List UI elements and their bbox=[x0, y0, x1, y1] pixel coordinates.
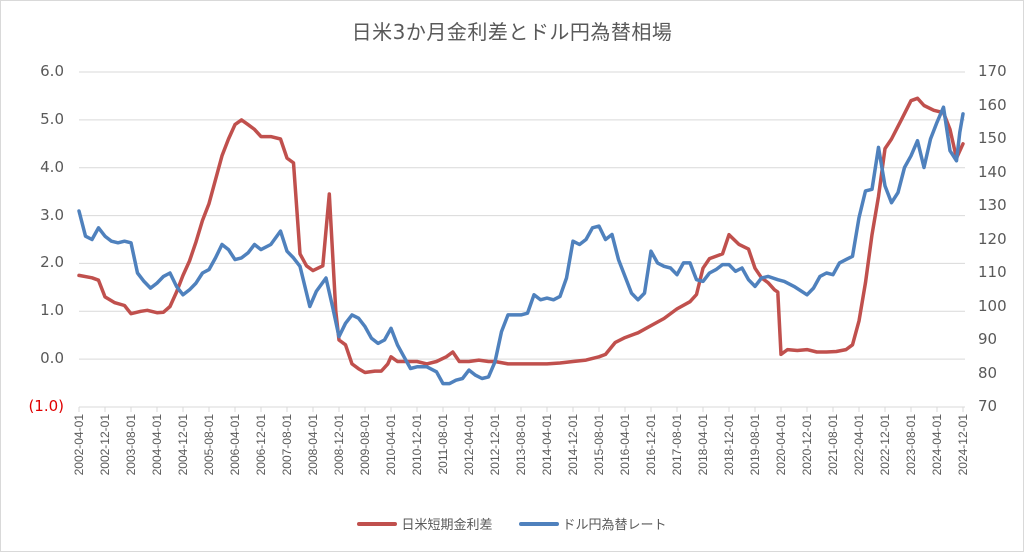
right-axis-tick-label: 80 bbox=[978, 363, 998, 382]
x-axis-tick-label: 2011-08-01 bbox=[436, 414, 450, 475]
x-axis-tick-label: 2019-08-01 bbox=[748, 414, 762, 476]
left-axis-tick-label: 5.0 bbox=[40, 109, 64, 128]
x-axis-tick-label: 2005-08-01 bbox=[202, 414, 216, 476]
series-usdjpy-line bbox=[77, 105, 965, 386]
legend-swatch-blue-icon bbox=[518, 521, 559, 526]
x-axis-tick-label: 2021-08-01 bbox=[826, 414, 840, 476]
x-axis-tick-label: 2022-04-01 bbox=[852, 414, 866, 476]
right-axis-tick-label: 170 bbox=[978, 62, 1007, 80]
x-axis-tick-label: 2004-04-01 bbox=[150, 414, 164, 476]
left-axis-tick-label: 3.0 bbox=[40, 205, 64, 224]
x-axis-tick-label: 2014-12-01 bbox=[566, 414, 580, 476]
right-axis-tick-label: 140 bbox=[978, 162, 1007, 181]
x-axis-tick-label: 2024-12-01 bbox=[956, 414, 970, 476]
right-axis-tick-label: 130 bbox=[978, 196, 1007, 214]
x-axis-tick-label: 2004-12-01 bbox=[176, 414, 190, 476]
x-axis-tick-label: 2002-12-01 bbox=[98, 414, 112, 476]
x-axis-tick-label: 2012-04-01 bbox=[462, 414, 476, 476]
left-axis-tick-label: 0.0 bbox=[40, 349, 64, 368]
left-axis-tick-label: 6.0 bbox=[40, 62, 64, 80]
x-axis-tick-label: 2018-12-01 bbox=[722, 414, 736, 476]
x-axis-tick-label: 2013-08-01 bbox=[514, 414, 528, 476]
legend-label: ドル円為替レート bbox=[562, 518, 667, 533]
x-axis-tick-label: 2012-12-01 bbox=[488, 414, 502, 476]
x-axis-tick-label: 2023-08-01 bbox=[904, 414, 918, 476]
right-axis-tick-label: 70 bbox=[978, 397, 998, 415]
x-axis-tick-label: 2003-08-01 bbox=[124, 414, 138, 476]
x-axis-tick-label: 2014-04-01 bbox=[540, 414, 554, 476]
legend-swatch-red-icon bbox=[357, 521, 398, 526]
x-axis-tick-label: 2008-04-01 bbox=[306, 414, 320, 476]
legend-label: 日米短期金利差 bbox=[401, 518, 493, 533]
right-axis-tick-label: 110 bbox=[978, 263, 1007, 281]
legend-item-usdjpy: ドル円為替レート bbox=[518, 514, 667, 533]
x-axis-tick-label: 2010-04-01 bbox=[384, 414, 398, 476]
x-axis-tick-label: 2015-08-01 bbox=[592, 414, 606, 476]
legend-item-rate-spread: 日米短期金利差 bbox=[357, 514, 493, 533]
x-axis-tick-label: 2008-12-01 bbox=[332, 414, 346, 476]
x-axis-tick-label: 2007-08-01 bbox=[280, 414, 294, 476]
left-axis-tick-label: 4.0 bbox=[40, 157, 64, 176]
left-axis-tick-label: 1.0 bbox=[40, 301, 64, 320]
x-axis-tick-label: 2022-12-01 bbox=[878, 414, 892, 476]
series-rate-spread-line bbox=[77, 96, 965, 375]
right-axis-tick-label: 160 bbox=[978, 95, 1007, 114]
legend: 日米短期金利差 ドル円為替レート bbox=[0, 514, 1024, 533]
x-axis-tick-label: 2018-04-01 bbox=[696, 414, 710, 476]
right-axis-tick-label: 120 bbox=[978, 229, 1007, 248]
x-axis-tick-label: 2017-08-01 bbox=[670, 414, 684, 476]
x-axis-tick-label: 2009-08-01 bbox=[358, 414, 372, 476]
x-axis-tick-label: 2020-12-01 bbox=[800, 414, 814, 476]
right-axis-tick-label: 150 bbox=[978, 129, 1007, 147]
right-axis-tick-label: 100 bbox=[978, 296, 1007, 315]
x-axis-tick-label: 2020-04-01 bbox=[774, 414, 788, 476]
left-axis-tick-label: 2.0 bbox=[40, 253, 64, 272]
x-axis-tick-label: 2016-12-01 bbox=[644, 414, 658, 476]
x-axis-tick-label: 2006-04-01 bbox=[228, 414, 242, 476]
chart-title: 日米3か月金利差とドル円為替相場 bbox=[351, 20, 673, 44]
x-axis-tick-label: 2006-12-01 bbox=[254, 414, 268, 476]
x-axis-tick-label: 2002-04-01 bbox=[72, 414, 86, 476]
right-axis-tick-label: 90 bbox=[978, 330, 998, 348]
left-axis-tick-label: (1.0) bbox=[28, 397, 64, 415]
x-axis-tick-label: 2010-12-01 bbox=[410, 414, 424, 476]
x-axis-tick-label: 2024-04-01 bbox=[930, 414, 944, 476]
x-axis-tick-label: 2016-04-01 bbox=[618, 414, 632, 476]
